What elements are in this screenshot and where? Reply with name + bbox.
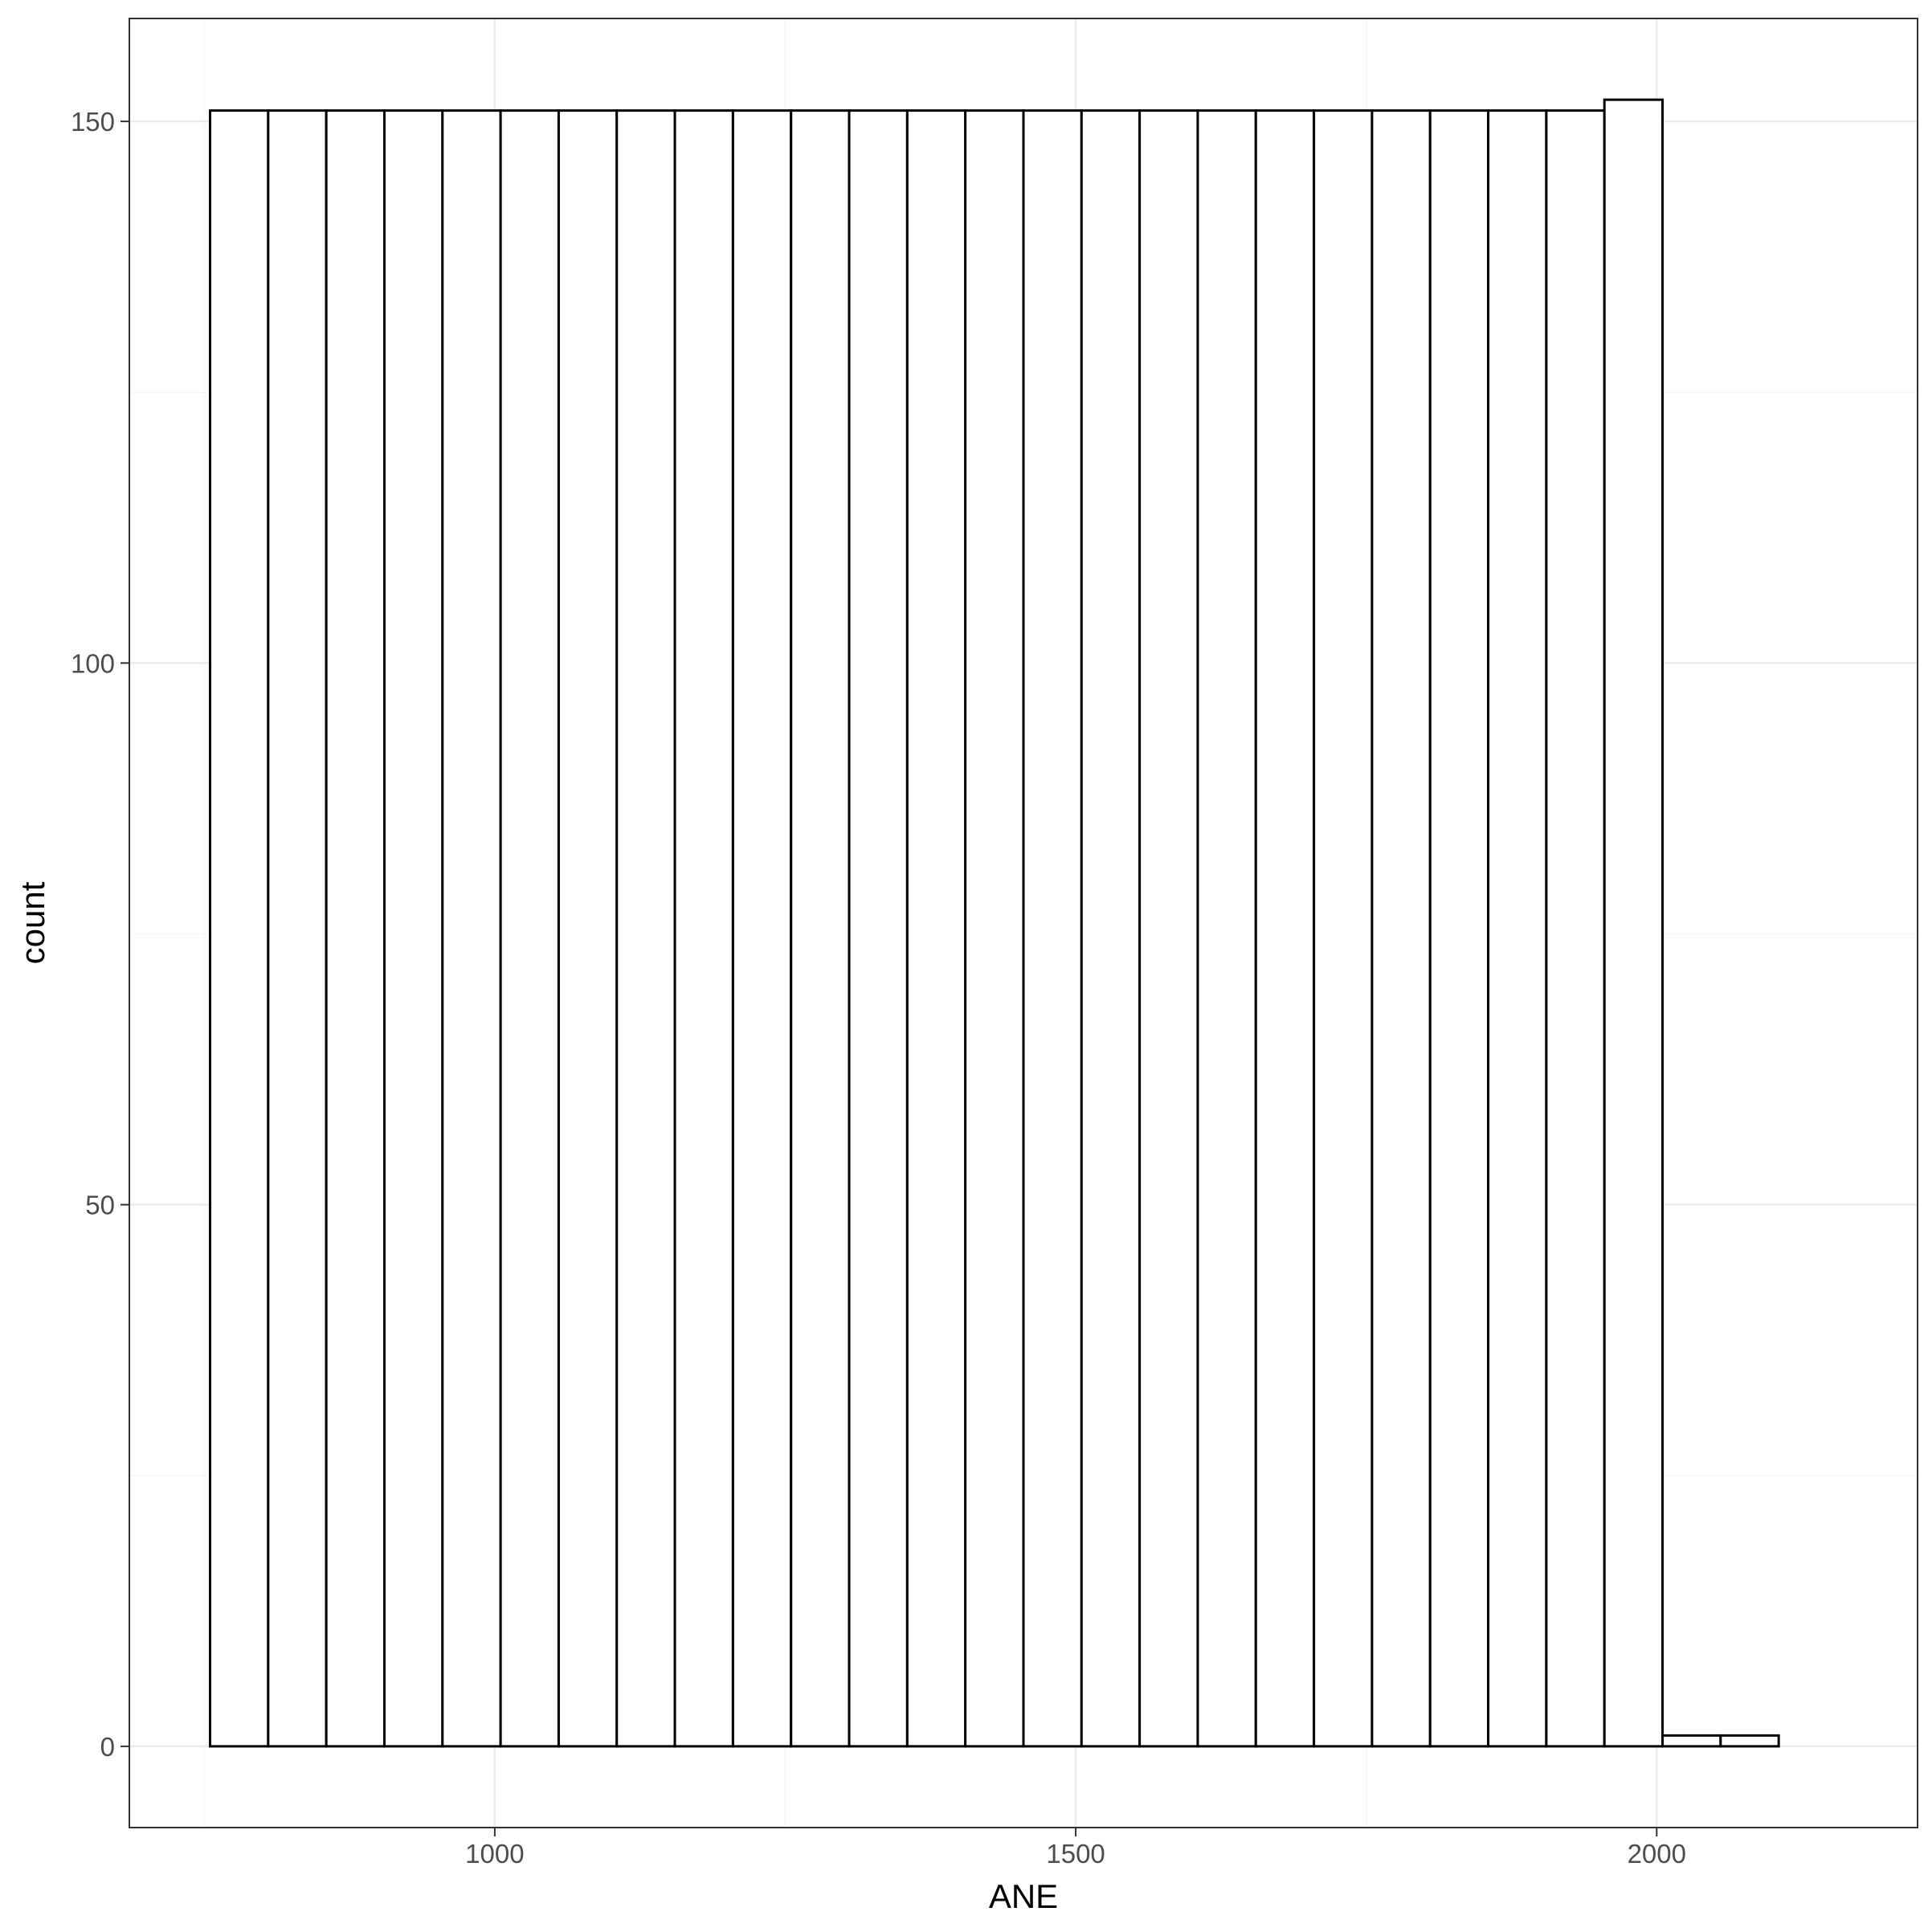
histogram-bar — [848, 109, 909, 1748]
panel-border — [129, 18, 1918, 1828]
histogram-bar — [209, 109, 270, 1748]
histogram-bar — [1719, 1734, 1780, 1748]
y-tick-label: 50 — [85, 1191, 115, 1220]
y-axis-title: count — [14, 881, 51, 964]
x-tick-label: 1000 — [465, 1839, 524, 1869]
x-tick-label: 1500 — [1046, 1839, 1105, 1869]
histogram-bar — [790, 109, 851, 1748]
histogram-bar — [1661, 1734, 1722, 1748]
bars-layer — [209, 98, 1780, 1748]
histogram-bar — [499, 109, 560, 1748]
histogram-bar — [1545, 109, 1606, 1748]
y-tick-label: 150 — [71, 107, 115, 137]
histogram-bar — [673, 109, 734, 1748]
histogram-bar — [1603, 98, 1665, 1748]
histogram-bar — [964, 109, 1025, 1748]
histogram-bar — [1313, 109, 1374, 1748]
x-tick-label: 2000 — [1628, 1839, 1686, 1869]
histogram-bar — [615, 109, 676, 1748]
histogram-bar — [1022, 109, 1083, 1748]
histogram-bar — [1080, 109, 1142, 1748]
histogram-bar — [1254, 109, 1316, 1748]
y-tick-label: 0 — [100, 1732, 115, 1762]
x-axis-title: ANE — [989, 1877, 1058, 1915]
histogram-bar — [905, 109, 967, 1748]
histogram-bar — [325, 109, 386, 1748]
histogram-bar — [382, 109, 444, 1748]
histogram-bar — [1487, 109, 1548, 1748]
ticks-layer: 1000 1500 2000 0 50 100 150 — [71, 107, 1686, 1869]
histogram-bar — [1370, 109, 1432, 1748]
histogram-bar — [557, 109, 619, 1748]
histogram-bar — [441, 109, 502, 1748]
histogram-bar — [1196, 109, 1257, 1748]
y-tick-label: 100 — [71, 648, 115, 678]
histogram-bar — [1428, 109, 1490, 1748]
histogram-bar — [1138, 109, 1199, 1748]
histogram-bar — [267, 109, 328, 1748]
histogram-bar — [731, 109, 793, 1748]
